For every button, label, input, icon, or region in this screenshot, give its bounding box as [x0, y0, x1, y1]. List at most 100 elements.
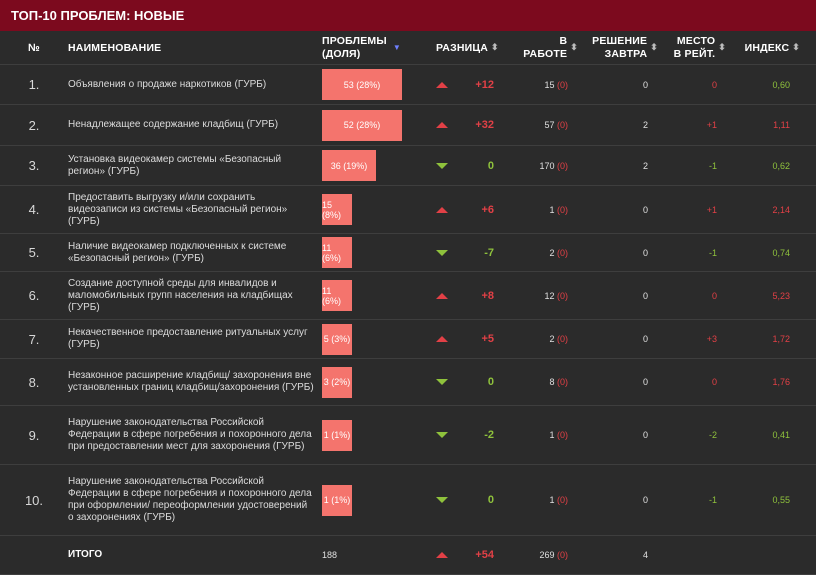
- row-tomorrow: 2: [642, 160, 648, 171]
- row-diff: +6: [436, 186, 496, 233]
- row-name: Наличие видеокамер подключенных к систем…: [68, 240, 287, 264]
- trend-up-icon: [436, 336, 448, 342]
- row-place: 0: [711, 79, 717, 90]
- header-tomorrow[interactable]: РЕШЕНИЕ ЗАВТРА ⬍: [580, 31, 658, 64]
- row-diff: 0: [436, 146, 496, 185]
- row-problems: 15 (8%): [322, 186, 432, 233]
- row-index: 2,14: [772, 204, 790, 215]
- sort-icon[interactable]: ⬍: [491, 42, 499, 52]
- table-row[interactable]: 1. Объявления о продаже наркотиков (ГУРБ…: [0, 65, 816, 105]
- row-place: -2: [708, 430, 717, 440]
- row-diff: +12: [436, 65, 496, 104]
- table-row[interactable]: 3. Установка видеокамер системы «Безопас…: [0, 146, 816, 186]
- row-problems: 53 (28%): [322, 65, 432, 104]
- row-index: 1,76: [772, 377, 790, 387]
- row-work: 2 (0): [500, 320, 570, 358]
- header-index[interactable]: ИНДЕКС ⬍: [722, 31, 800, 64]
- row-tomorrow: 0: [642, 334, 648, 344]
- header-problems[interactable]: ПРОБЛЕМЫ (ДОЛЯ) ▼: [322, 31, 418, 64]
- row-name: Нарушение законодательства Российской Фе…: [68, 417, 312, 452]
- row-tomorrow: 0: [642, 204, 648, 215]
- row-work: 170 (0): [500, 146, 570, 185]
- table-row[interactable]: 5. Наличие видеокамер подключенных к сис…: [0, 234, 816, 272]
- header-num: №: [28, 41, 40, 54]
- row-work: 2 (0): [500, 234, 570, 271]
- row-name: Нарушение законодательства Российской Фе…: [68, 476, 312, 523]
- table-row[interactable]: 10. Нарушение законодательства Российско…: [0, 465, 816, 536]
- row-name: Предоставить выгрузку и/или сохранить ви…: [68, 191, 288, 227]
- table-row[interactable]: 9. Нарушение законодательства Российской…: [0, 406, 816, 465]
- problems-table: № НАИМЕНОВАНИЕ ПРОБЛЕМЫ (ДОЛЯ) ▼ РАЗНИЦА ⬍…: [0, 31, 816, 575]
- row-work: 1 (0): [500, 465, 570, 535]
- trend-down-icon: [436, 432, 448, 438]
- table-row[interactable]: 2. Ненадлежащее содержание кладбищ (ГУРБ…: [0, 105, 816, 146]
- diff-value: -7: [484, 246, 494, 259]
- row-diff: -7: [436, 234, 496, 271]
- header-name[interactable]: НАИМЕНОВАНИЕ: [68, 41, 162, 54]
- row-tomorrow: 0: [642, 79, 648, 90]
- row-problems: 11 (6%): [322, 234, 432, 271]
- work-new-value: (0): [557, 377, 568, 387]
- total-tomorrow: 4: [642, 550, 648, 560]
- table-body: 1. Объявления о продаже наркотиков (ГУРБ…: [0, 65, 816, 536]
- sort-icon[interactable]: ⬍: [792, 42, 800, 52]
- row-index: 0,41: [772, 430, 790, 440]
- header-work[interactable]: В РАБОТЕ ⬍: [500, 31, 578, 64]
- header-diff[interactable]: РАЗНИЦА ⬍: [436, 31, 500, 64]
- row-tomorrow: 0: [642, 377, 648, 387]
- row-num: 5.: [28, 245, 40, 260]
- header-tomorrow-l2: ЗАВТРА: [604, 47, 648, 60]
- row-work: 15 (0): [500, 65, 570, 104]
- total-row: ИТОГО 188 +54 269 (0) 4: [0, 536, 816, 575]
- row-index: 1,72: [772, 334, 790, 344]
- row-num: 10.: [24, 492, 44, 508]
- row-num: 3.: [28, 158, 40, 173]
- problems-bar: 5 (3%): [322, 323, 352, 355]
- diff-value: +8: [481, 289, 494, 302]
- sort-icon[interactable]: ⬍: [650, 42, 658, 52]
- row-name: Некачественное предоставление ритуальных…: [68, 327, 308, 350]
- table-row[interactable]: 7. Некачественное предоставление ритуаль…: [0, 320, 816, 359]
- total-diff: +54: [436, 536, 496, 574]
- work-value: 57: [544, 120, 555, 130]
- total-diff-value: +54: [475, 549, 494, 561]
- row-place: +1: [706, 120, 717, 130]
- sort-desc-icon[interactable]: ▼: [392, 43, 401, 52]
- row-index: 1,11: [773, 120, 790, 130]
- sort-icon[interactable]: ⬍: [718, 42, 726, 52]
- trend-down-icon: [436, 249, 448, 256]
- row-num: 6.: [28, 288, 40, 303]
- row-diff: +5: [436, 320, 496, 358]
- diff-value: 0: [487, 159, 494, 172]
- problems-bar: 3 (2%): [322, 366, 352, 398]
- table-row[interactable]: 8. Незаконное расширение кладбищ/ захоро…: [0, 359, 816, 406]
- row-place: 0: [711, 290, 717, 301]
- sort-icon[interactable]: ⬍: [570, 42, 578, 52]
- work-value: 1: [549, 495, 555, 505]
- row-problems: 52 (28%): [322, 105, 432, 145]
- problems-bar: 36 (19%): [322, 150, 376, 181]
- work-new-value: (0): [557, 247, 568, 258]
- row-problems: 5 (3%): [322, 320, 432, 358]
- header-place[interactable]: МЕСТО В РЕЙТ. ⬍: [660, 31, 726, 64]
- row-work: 57 (0): [500, 105, 570, 145]
- problems-bar: 1 (1%): [322, 419, 352, 451]
- trend-down-icon: [436, 379, 448, 385]
- work-new-value: (0): [557, 430, 568, 440]
- row-work: 1 (0): [500, 186, 570, 233]
- table-row[interactable]: 4. Предоставить выгрузку и/или сохранить…: [0, 186, 816, 234]
- row-place: 0: [711, 377, 717, 387]
- trend-up-icon: [436, 81, 448, 88]
- header-problems-l2: (ДОЛЯ): [322, 47, 361, 60]
- problems-bar: 1 (1%): [322, 484, 352, 516]
- row-place: +1: [706, 204, 717, 215]
- work-value: 2: [549, 247, 555, 258]
- table-row[interactable]: 6. Создание доступной среды для инвалидо…: [0, 272, 816, 320]
- diff-value: +12: [475, 78, 494, 91]
- row-num: [10, 536, 58, 574]
- row-problems: 1 (1%): [322, 465, 432, 535]
- work-new-value: (0): [557, 120, 568, 130]
- row-problems: 1 (1%): [322, 406, 432, 464]
- table-header: № НАИМЕНОВАНИЕ ПРОБЛЕМЫ (ДОЛЯ) ▼ РАЗНИЦА ⬍…: [0, 31, 816, 65]
- diff-value: 0: [487, 494, 494, 506]
